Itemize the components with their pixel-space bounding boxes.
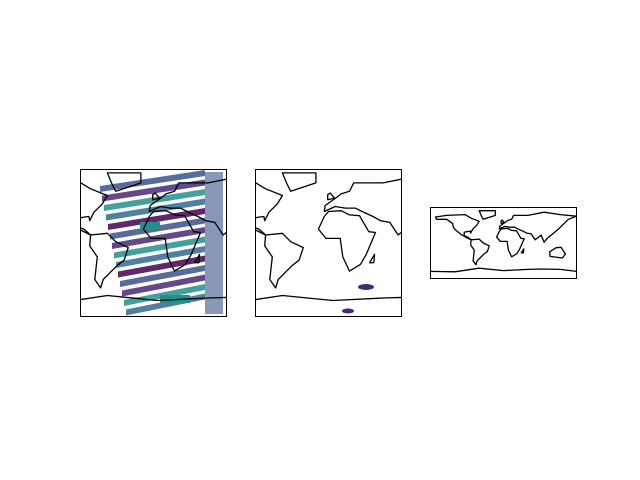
data-stripe: [140, 222, 160, 230]
data-stripe: [106, 198, 205, 221]
coastline: [434, 213, 480, 241]
coastline: [148, 178, 227, 236]
coastline: [368, 253, 376, 264]
coastline: [80, 182, 109, 236]
coastline: [327, 192, 336, 201]
coastline: [264, 232, 304, 289]
data-stripe: [114, 236, 205, 259]
coastline: [428, 251, 461, 274]
data-stripe: [108, 208, 205, 230]
coastline: [255, 294, 402, 302]
coastline: [152, 192, 161, 201]
coastline: [89, 232, 129, 289]
coastline: [255, 182, 284, 236]
data-stripe: [118, 255, 205, 278]
coastline: [495, 227, 525, 258]
panel-frame: [80, 169, 227, 317]
data-stripe: [100, 170, 205, 192]
data-stripe: [102, 179, 205, 202]
panel-frame: [430, 207, 577, 279]
coastline: [520, 248, 525, 254]
coastline: [317, 210, 377, 272]
coastline: [478, 210, 497, 220]
data-stripe: [104, 189, 205, 211]
data-stripe: [122, 274, 205, 297]
coastline: [549, 246, 567, 259]
coastline: [193, 253, 201, 264]
data-stripe: [120, 265, 205, 287]
map-panel: [255, 172, 461, 314]
coastline: [106, 172, 142, 192]
panel-frame: [255, 169, 402, 317]
coastline: [430, 267, 577, 273]
map-panel: [80, 170, 286, 316]
coastline: [80, 294, 227, 302]
coastline: [469, 238, 490, 266]
coastline: [500, 219, 505, 224]
data-blob: [358, 284, 374, 290]
coastline: [323, 178, 402, 236]
coastline: [142, 210, 202, 272]
data-stripe: [205, 172, 223, 314]
map-panel: [430, 210, 577, 273]
coastline: [281, 172, 317, 192]
data-stripe: [116, 246, 205, 268]
data-blob: [342, 308, 354, 314]
coastline: [253, 251, 286, 274]
coastline: [498, 211, 577, 243]
